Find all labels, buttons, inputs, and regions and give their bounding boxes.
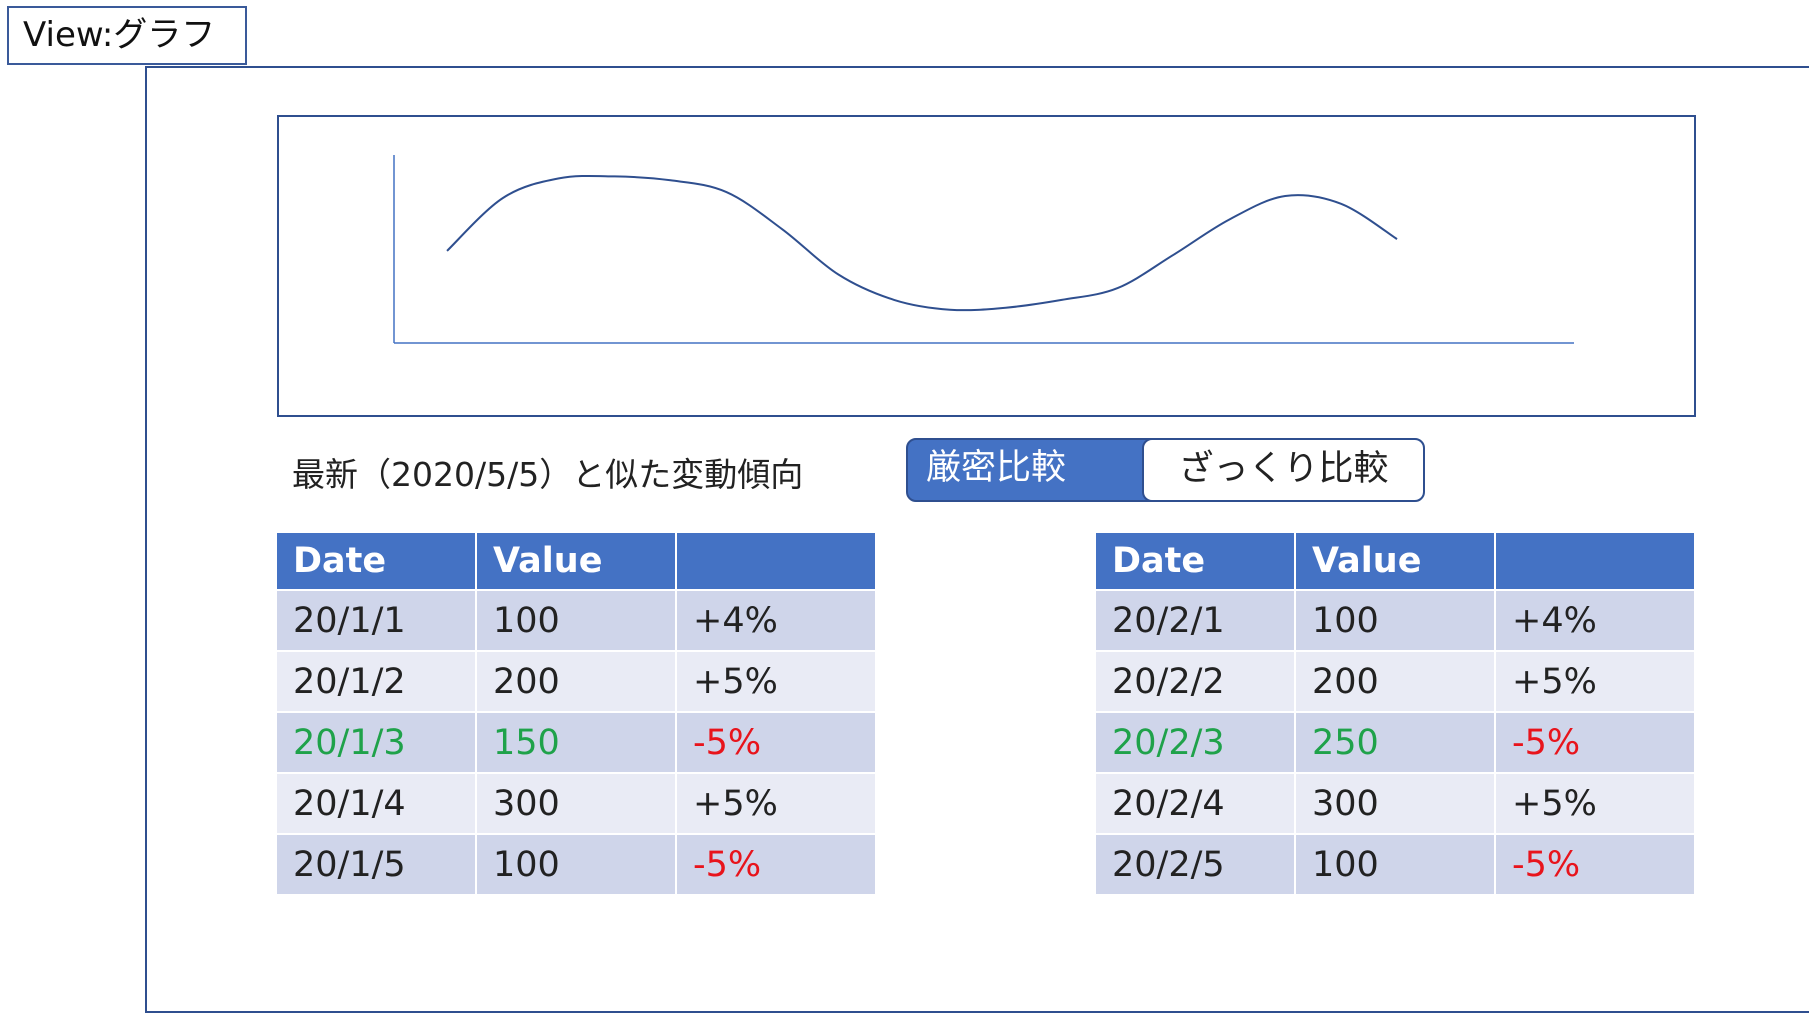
- date-cell: 20/2/2: [1096, 652, 1296, 713]
- rough-compare-button[interactable]: ざっくり比較: [1142, 440, 1423, 500]
- change-cell: -5%: [1496, 835, 1696, 896]
- change-cell: +4%: [1496, 591, 1696, 652]
- change-cell: +5%: [677, 774, 877, 835]
- left-data-table: Date Value 20/1/1 100 +4% 20/1/2 200 +5% 20/1/…: [277, 533, 877, 896]
- value-cell: 250: [1296, 713, 1496, 774]
- date-cell: 20/1/1: [277, 591, 477, 652]
- series-line: [446, 174, 1398, 312]
- change-cell: -5%: [677, 835, 877, 896]
- value-cell: 100: [477, 835, 677, 896]
- header-value: Value: [477, 533, 677, 591]
- table-row: 20/2/5 100 -5%: [1096, 835, 1696, 896]
- date-cell: 20/2/1: [1096, 591, 1296, 652]
- date-cell: 20/1/5: [277, 835, 477, 896]
- change-cell: +5%: [677, 652, 877, 713]
- value-cell: 150: [477, 713, 677, 774]
- header-value: Value: [1296, 533, 1496, 591]
- table-header-row: Date Value: [1096, 533, 1696, 591]
- date-cell: 20/1/2: [277, 652, 477, 713]
- header-date: Date: [277, 533, 477, 591]
- table-row: 20/1/4 300 +5%: [277, 774, 877, 835]
- view-tag: View:グラフ: [7, 6, 247, 65]
- table-row: 20/1/1 100 +4%: [277, 591, 877, 652]
- table-header-row: Date Value: [277, 533, 877, 591]
- compare-mode-toggle: 厳密比較 ざっくり比較: [906, 438, 1425, 502]
- table-row: 20/1/3 150 -5%: [277, 713, 877, 774]
- date-cell: 20/1/3: [277, 713, 477, 774]
- value-cell: 200: [1296, 652, 1496, 713]
- date-cell: 20/2/3: [1096, 713, 1296, 774]
- table-row: 20/2/3 250 -5%: [1096, 713, 1696, 774]
- strict-compare-button[interactable]: 厳密比較: [926, 448, 1067, 488]
- value-cell: 100: [1296, 835, 1496, 896]
- value-cell: 300: [477, 774, 677, 835]
- view-tag-label: View:グラフ: [23, 15, 216, 55]
- header-change: [1496, 533, 1696, 591]
- table-row: 20/2/4 300 +5%: [1096, 774, 1696, 835]
- right-data-table: Date Value 20/2/1 100 +4% 20/2/2 200 +5% 20/2/…: [1096, 533, 1696, 896]
- change-cell: +4%: [677, 591, 877, 652]
- value-cell: 100: [477, 591, 677, 652]
- table-row: 20/2/2 200 +5%: [1096, 652, 1696, 713]
- date-cell: 20/2/5: [1096, 835, 1296, 896]
- header-date: Date: [1096, 533, 1296, 591]
- table-row: 20/1/2 200 +5%: [277, 652, 877, 713]
- date-cell: 20/2/4: [1096, 774, 1296, 835]
- value-cell: 300: [1296, 774, 1496, 835]
- value-cell: 200: [477, 652, 677, 713]
- change-cell: +5%: [1496, 652, 1696, 713]
- date-cell: 20/1/4: [277, 774, 477, 835]
- change-cell: -5%: [1496, 713, 1696, 774]
- line-chart: [393, 155, 1574, 344]
- header-change: [677, 533, 877, 591]
- similar-trend-label: 最新（2020/5/5）と似た変動傾向: [292, 455, 804, 494]
- table-row: 20/2/1 100 +4%: [1096, 591, 1696, 652]
- value-cell: 100: [1296, 591, 1496, 652]
- change-cell: +5%: [1496, 774, 1696, 835]
- chart-panel: [277, 115, 1696, 417]
- change-cell: -5%: [677, 713, 877, 774]
- view-frame: [145, 66, 1809, 1013]
- table-row: 20/1/5 100 -5%: [277, 835, 877, 896]
